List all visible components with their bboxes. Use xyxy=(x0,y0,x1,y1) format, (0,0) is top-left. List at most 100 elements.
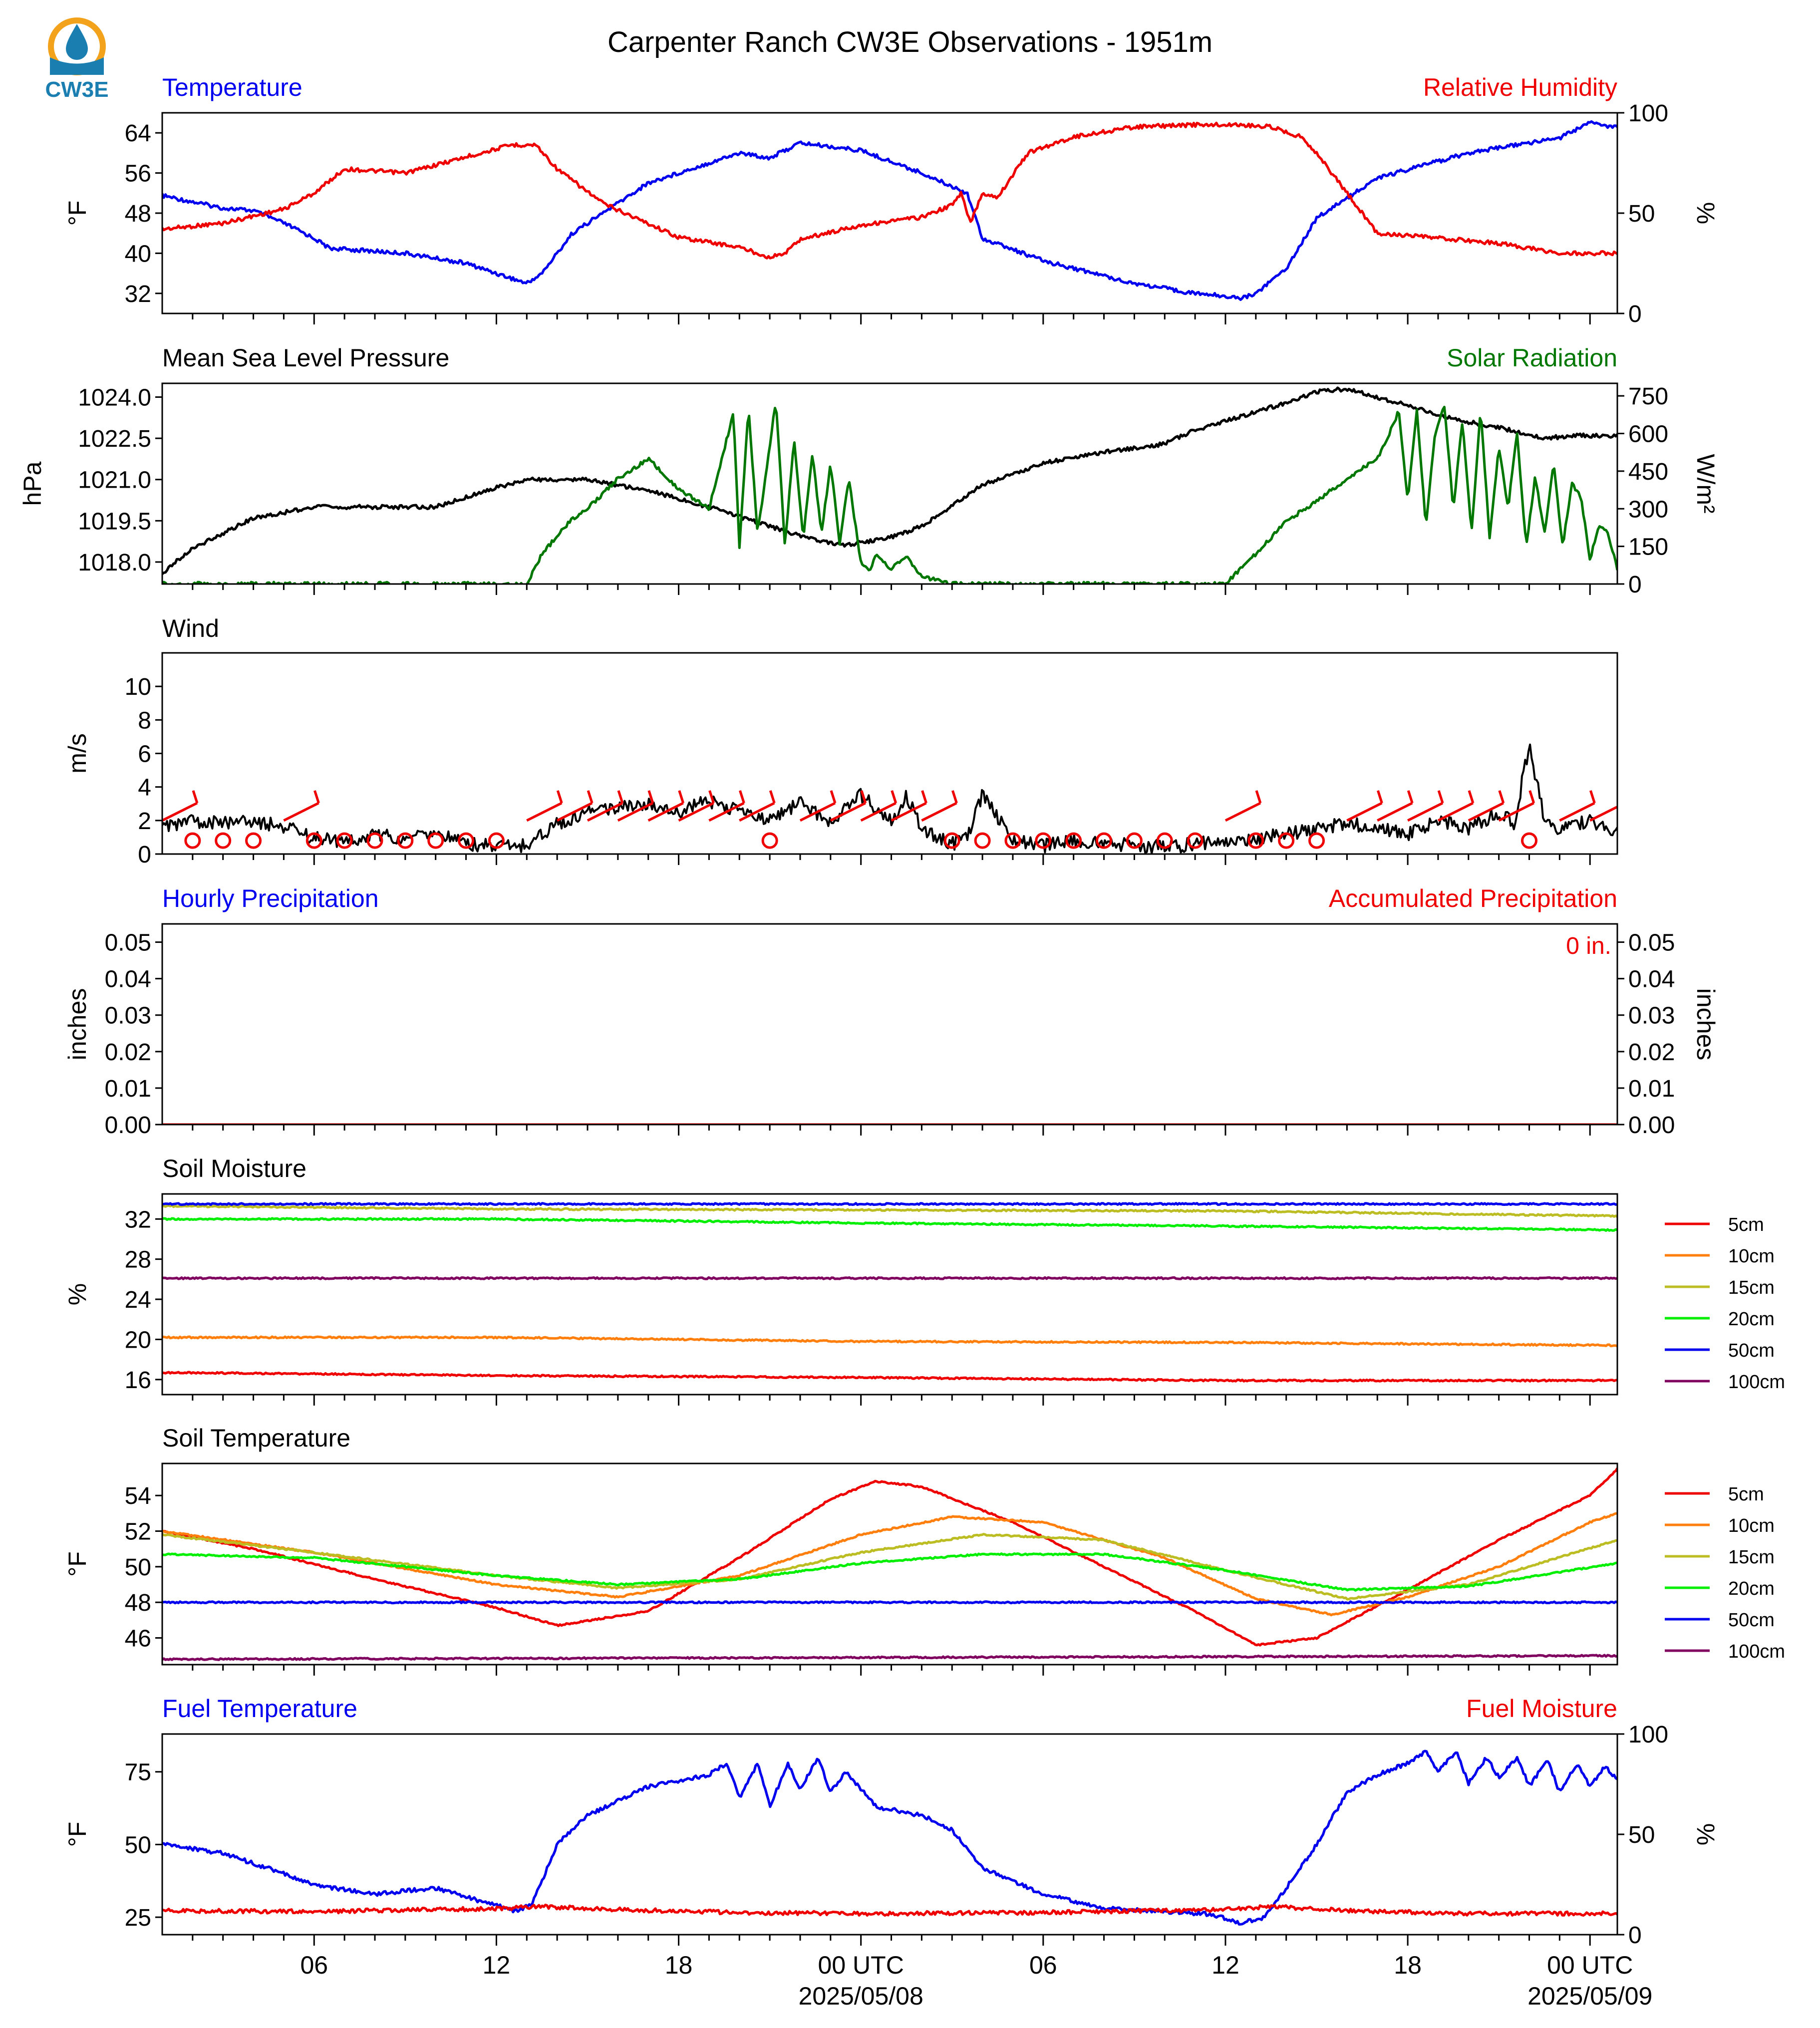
legend-label: 10cm xyxy=(1728,1515,1775,1536)
series-line-mean-sea-level-pressure xyxy=(162,386,1617,575)
wind-calm-marker xyxy=(458,832,475,849)
wind-barb-flag xyxy=(1255,790,1262,804)
x-tick-label: 18 xyxy=(1394,1951,1422,1979)
wind-barb-flag xyxy=(647,790,654,804)
wind-barb-flag xyxy=(1528,790,1535,804)
y-tick-label-right: 0 xyxy=(1628,572,1642,598)
figure-title: Carpenter Ranch CW3E Observations - 1951… xyxy=(607,26,1213,58)
wind-barb-staff xyxy=(1407,802,1444,822)
series-line-100cm xyxy=(162,1654,1617,1661)
x-tick-label: 06 xyxy=(300,1951,328,1979)
panels: Temperature Relative Humidity324048566405… xyxy=(18,73,1785,1949)
wind-barb xyxy=(1377,790,1414,822)
legend-label: 100cm xyxy=(1728,1641,1785,1662)
wind-barb xyxy=(1407,790,1444,822)
y-tick-label-left: 1022.5 xyxy=(78,426,151,452)
wind-barb-staff xyxy=(557,802,593,822)
y-tick-label-left: 54 xyxy=(125,1483,151,1509)
wind-calm-marker xyxy=(1096,832,1113,849)
y-tick-label-right: 0.01 xyxy=(1628,1076,1675,1102)
wind-barb-flag xyxy=(617,790,624,804)
wind-barb xyxy=(162,790,199,822)
wind-barb-staff xyxy=(526,802,563,822)
panel-fuel: Fuel Temperature Fuel Moisture 25 50 75 0 50 10… xyxy=(63,1695,1720,1949)
x-date-label: 2025/05/09 xyxy=(1527,1982,1652,2010)
panel-title-left: Soil Moisture xyxy=(162,1155,306,1182)
wind-barb-flag xyxy=(587,790,594,804)
y-axis-label-left: hPa xyxy=(18,461,46,506)
wind-barb xyxy=(1224,790,1262,822)
series-line-15cm xyxy=(162,1533,1617,1601)
legend-label: 50cm xyxy=(1728,1340,1775,1361)
panel-title-left: Temperature xyxy=(162,73,303,101)
wind-barbs xyxy=(162,790,1625,849)
series-line-solar-radiation xyxy=(162,405,1617,584)
y-tick-label-left: 6 xyxy=(138,741,151,768)
y-tick-label-left: 0 xyxy=(138,842,151,868)
wind-calm-marker xyxy=(1004,832,1021,849)
y-axis-label-left: inches xyxy=(63,988,91,1061)
wind-barb-flag xyxy=(951,790,958,804)
wind-calm-marker xyxy=(1521,832,1538,849)
plot-area xyxy=(162,1202,1617,1383)
y-tick-label-left: 40 xyxy=(125,241,151,267)
wind-calm-marker xyxy=(427,832,444,849)
series-line-5cm xyxy=(162,1467,1617,1647)
y-tick-label-left: 1018.0 xyxy=(78,550,151,576)
y-tick-label-left: 52 xyxy=(125,1519,151,1545)
plot-area xyxy=(162,1467,1617,1661)
y-tick-label-right: 450 xyxy=(1628,459,1668,485)
x-tick-label: 12 xyxy=(483,1951,511,1979)
wind-barb-staff xyxy=(1559,802,1595,822)
wind-calm-marker xyxy=(761,832,778,849)
wind-barb xyxy=(557,790,594,822)
y-tick-label-left: 0.03 xyxy=(105,1003,151,1029)
y-tick-label-left: 32 xyxy=(125,1206,151,1233)
series-line-50cm xyxy=(162,1600,1617,1605)
wind-calm-marker xyxy=(305,832,322,849)
y-tick-label-left: 0.05 xyxy=(105,930,151,956)
y-tick-label-left: 20 xyxy=(125,1327,151,1353)
y-tick-label-left: 32 xyxy=(125,281,151,307)
wind-barb-flag xyxy=(830,790,837,804)
wind-barb-staff xyxy=(587,802,623,822)
y-tick-label-left: 64 xyxy=(125,120,151,147)
panel-temp_rh: Temperature Relative Humidity 32 40 48 56 64 0 5… xyxy=(63,73,1720,327)
legend-label: 100cm xyxy=(1728,1372,1785,1393)
wind-barb-staff xyxy=(1589,805,1617,822)
y-tick-label-right: 50 xyxy=(1628,201,1655,227)
plot-area xyxy=(162,386,1617,584)
series-line-100cm xyxy=(162,1276,1617,1280)
wind-barb xyxy=(526,790,563,822)
y-tick-label-right: 0.04 xyxy=(1628,966,1675,993)
legend-label: 15cm xyxy=(1728,1277,1775,1298)
wind-calm-marker xyxy=(1247,832,1264,849)
y-tick-label-right: 0 xyxy=(1628,301,1642,327)
x-tick-label: 12 xyxy=(1212,1951,1239,1979)
wind-barb-flag xyxy=(1621,791,1625,803)
panel-title-right: Solar Radiation xyxy=(1447,344,1617,372)
y-tick-label-right: 50 xyxy=(1628,1822,1655,1848)
y-axis-label-right: inches xyxy=(1692,988,1720,1061)
wind-barb-flag xyxy=(860,790,867,804)
y-tick-label-left: 75 xyxy=(125,1759,151,1786)
wind-calm-marker xyxy=(184,832,201,849)
wind-barb-staff xyxy=(830,802,866,822)
panel-title-left: Wind xyxy=(162,614,219,642)
wind-barb-flag xyxy=(1437,790,1444,804)
series-line-5cm xyxy=(162,1371,1617,1383)
x-tick-label: 00 UTC xyxy=(1547,1951,1633,1979)
wind-barb-flag xyxy=(1589,790,1596,804)
wind-barb xyxy=(1589,791,1625,822)
y-tick-label-left: 8 xyxy=(138,707,151,734)
wind-calm-marker xyxy=(1187,832,1204,849)
wind-barb-flag xyxy=(769,790,776,804)
wind-calm-marker xyxy=(215,832,232,849)
panel-frame xyxy=(161,652,1618,855)
y-tick-label-left: 46 xyxy=(125,1626,151,1652)
plot-area xyxy=(162,743,1625,854)
wind-barb xyxy=(799,790,837,822)
y-tick-label-left: 25 xyxy=(125,1905,151,1931)
wind-barb xyxy=(708,790,745,822)
